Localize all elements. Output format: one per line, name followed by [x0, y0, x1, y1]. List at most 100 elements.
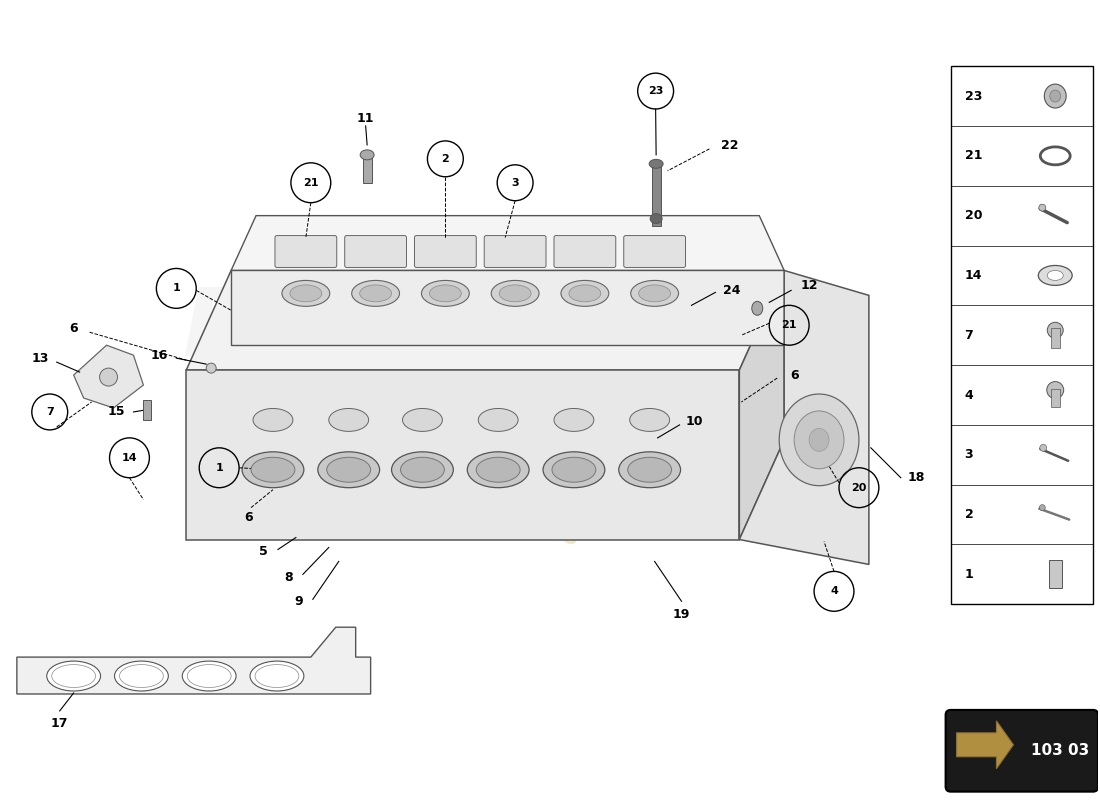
Text: 21: 21	[965, 150, 982, 162]
Text: 6: 6	[790, 369, 799, 382]
Ellipse shape	[499, 285, 531, 302]
Ellipse shape	[352, 281, 399, 306]
Text: 20: 20	[851, 482, 867, 493]
Text: 6: 6	[69, 322, 78, 334]
FancyBboxPatch shape	[415, 235, 476, 267]
FancyBboxPatch shape	[950, 66, 1093, 604]
Bar	[1050, 328, 1059, 348]
Ellipse shape	[1047, 382, 1064, 398]
Text: 2: 2	[965, 508, 974, 521]
Ellipse shape	[290, 285, 322, 302]
Polygon shape	[16, 627, 371, 694]
Text: 9: 9	[295, 594, 304, 608]
Ellipse shape	[100, 368, 118, 386]
Ellipse shape	[360, 150, 374, 160]
Ellipse shape	[253, 409, 293, 431]
Bar	[363, 155, 372, 182]
Polygon shape	[186, 370, 739, 539]
Ellipse shape	[251, 458, 295, 482]
Polygon shape	[739, 270, 784, 539]
Text: 3: 3	[965, 448, 974, 462]
Text: EUROPES: EUROPES	[183, 284, 679, 376]
Text: 19: 19	[673, 608, 690, 621]
Text: 2: 2	[441, 154, 449, 164]
Ellipse shape	[649, 159, 663, 168]
Ellipse shape	[552, 458, 596, 482]
Text: 20: 20	[965, 209, 982, 222]
FancyBboxPatch shape	[484, 235, 546, 267]
Bar	[1050, 389, 1059, 407]
Ellipse shape	[1044, 84, 1066, 108]
Bar	[651, 164, 661, 226]
Ellipse shape	[183, 661, 236, 691]
Text: 8: 8	[285, 571, 294, 584]
Ellipse shape	[1040, 505, 1045, 510]
Ellipse shape	[628, 458, 672, 482]
Ellipse shape	[476, 458, 520, 482]
Ellipse shape	[650, 214, 662, 224]
Ellipse shape	[329, 409, 368, 431]
Ellipse shape	[282, 281, 330, 306]
Ellipse shape	[569, 285, 601, 302]
Polygon shape	[231, 270, 784, 345]
FancyBboxPatch shape	[344, 235, 407, 267]
Text: 23: 23	[965, 90, 982, 102]
FancyBboxPatch shape	[554, 235, 616, 267]
Bar	[1048, 561, 1062, 588]
Text: 16: 16	[151, 349, 168, 362]
Text: 22: 22	[720, 139, 738, 152]
Ellipse shape	[327, 458, 371, 482]
Text: 3: 3	[512, 178, 519, 188]
Text: 5: 5	[258, 545, 267, 558]
Ellipse shape	[114, 661, 168, 691]
Ellipse shape	[810, 429, 829, 451]
Text: 7: 7	[46, 407, 54, 417]
Ellipse shape	[630, 281, 679, 306]
Ellipse shape	[468, 452, 529, 488]
Ellipse shape	[1047, 270, 1064, 281]
Ellipse shape	[639, 285, 671, 302]
Ellipse shape	[47, 661, 100, 691]
Bar	[143, 400, 152, 420]
Polygon shape	[957, 721, 1013, 769]
Text: 14: 14	[965, 269, 982, 282]
Ellipse shape	[1038, 204, 1046, 211]
Polygon shape	[74, 345, 143, 408]
Ellipse shape	[421, 281, 470, 306]
Ellipse shape	[1049, 90, 1060, 102]
Ellipse shape	[318, 452, 380, 488]
Text: 23: 23	[648, 86, 663, 96]
Ellipse shape	[751, 302, 762, 315]
Text: 17: 17	[51, 718, 68, 730]
Text: 1: 1	[965, 568, 974, 581]
Ellipse shape	[360, 285, 392, 302]
Text: 4: 4	[965, 389, 974, 402]
Polygon shape	[739, 270, 869, 565]
Ellipse shape	[242, 452, 304, 488]
Text: 11: 11	[356, 113, 374, 126]
FancyBboxPatch shape	[275, 235, 337, 267]
Ellipse shape	[400, 458, 444, 482]
Text: 13: 13	[31, 352, 48, 365]
Text: a passion for originale 1985: a passion for originale 1985	[261, 430, 581, 550]
Ellipse shape	[206, 363, 217, 373]
Ellipse shape	[794, 411, 844, 469]
Text: 21: 21	[304, 178, 319, 188]
FancyBboxPatch shape	[624, 235, 685, 267]
Text: 1: 1	[173, 283, 180, 294]
Ellipse shape	[779, 394, 859, 486]
Text: 18: 18	[908, 471, 925, 484]
Text: 24: 24	[723, 284, 740, 297]
Ellipse shape	[1040, 444, 1047, 451]
Text: 4: 4	[830, 586, 838, 596]
Text: 6: 6	[244, 511, 253, 524]
Text: 12: 12	[801, 279, 817, 292]
Ellipse shape	[1047, 322, 1064, 338]
Ellipse shape	[1038, 266, 1072, 286]
Text: 1: 1	[216, 462, 223, 473]
Text: 15: 15	[108, 406, 125, 418]
Text: 103 03: 103 03	[1031, 743, 1089, 758]
Ellipse shape	[554, 409, 594, 431]
Ellipse shape	[629, 409, 670, 431]
Text: 21: 21	[781, 320, 796, 330]
